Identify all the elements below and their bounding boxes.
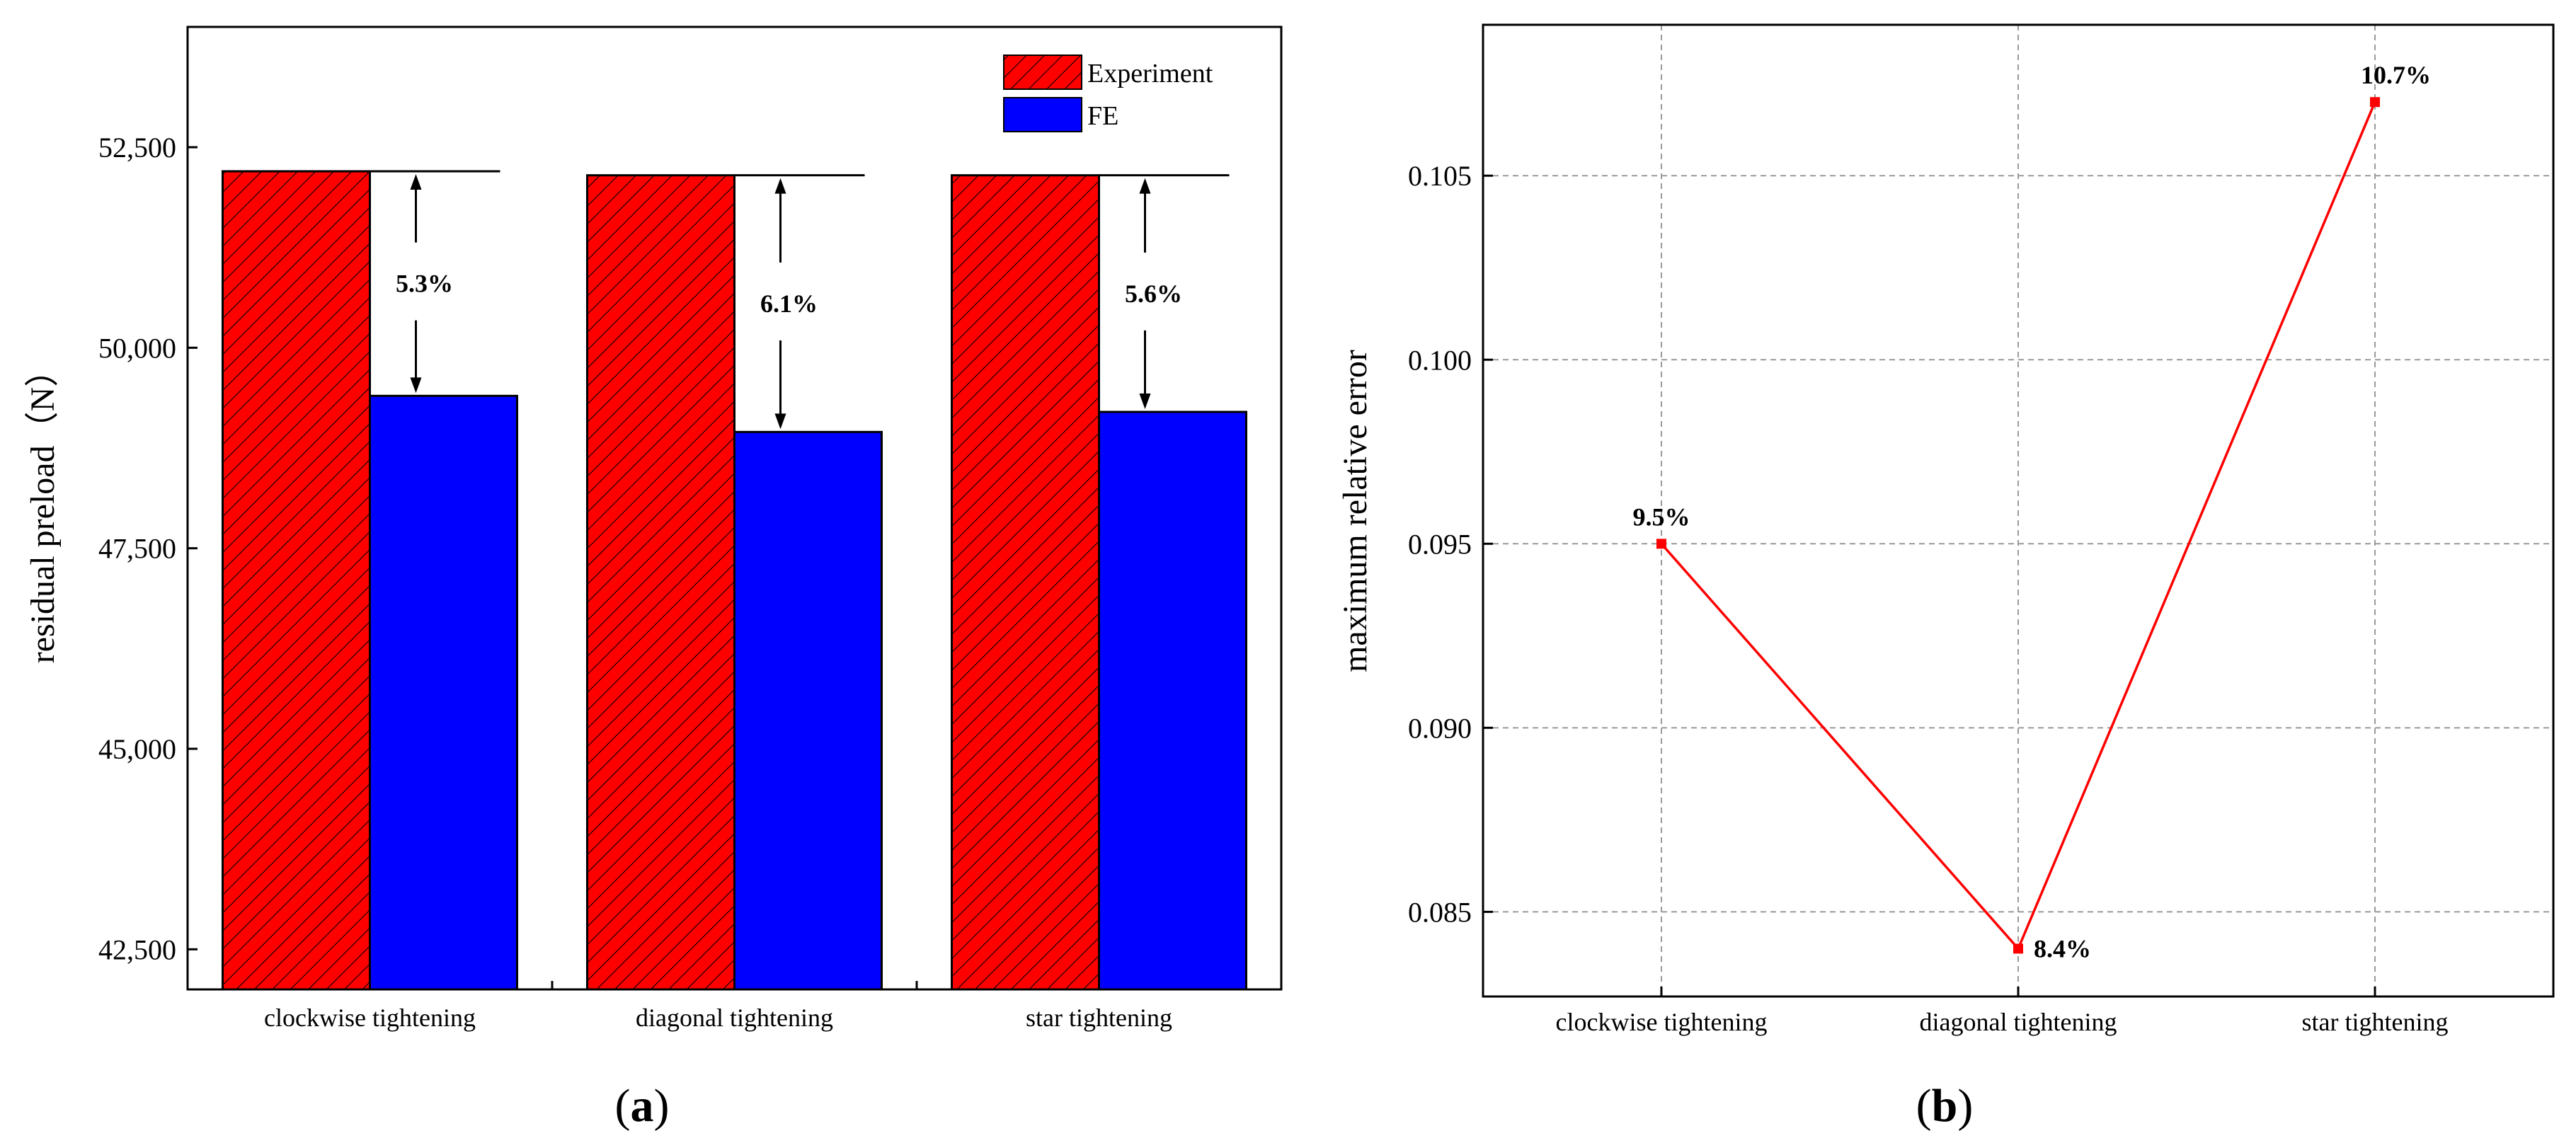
legend-label-experiment: Experiment (1087, 59, 1213, 88)
arrow-down-head (1139, 394, 1151, 409)
legend-swatch-experiment (1003, 54, 1082, 90)
x-tick-label: star tightening (1026, 1004, 1172, 1032)
y-tick-label: 50,000 (98, 332, 176, 364)
legend: Experiment FE (1003, 54, 1213, 132)
arrow-down-head (410, 377, 422, 394)
x-tick-label: diagonal tightening (636, 1004, 833, 1032)
arrow-up-head (410, 174, 422, 190)
panel-label-close-paren: ) (1957, 1080, 1973, 1132)
bar-experiment (951, 174, 1100, 991)
data-point (2370, 97, 2380, 108)
difference-label: 6.1% (760, 289, 818, 318)
difference-label: 5.3% (396, 270, 453, 298)
bar-experiment (222, 170, 371, 991)
panel-label-b: (b) (1916, 1080, 1974, 1132)
point-label: 9.5% (1633, 502, 1690, 531)
line-chart-panel: 0.085 0.090 0.095 0.100 0.105 clockwise tigh… (1336, 23, 2555, 1132)
panel-label-open-paren: ( (615, 1080, 631, 1132)
panel-label-open-paren: ( (1916, 1080, 1932, 1132)
arrow-up-head (1139, 178, 1151, 194)
panel-label-close-paren: ) (654, 1080, 670, 1132)
legend-label-fe: FE (1087, 101, 1118, 131)
y-axis-title: maximum relative error (1336, 350, 1374, 672)
y-tick-label: 47,500 (98, 533, 176, 565)
arrow-up-head (774, 178, 786, 194)
y-axis-title: residual preload（N） (24, 353, 62, 664)
x-tick-label: star tightening (2302, 1008, 2449, 1036)
data-point (2013, 943, 2023, 954)
y-tick-label: 52,500 (98, 132, 176, 163)
x-tick-label: clockwise tightening (264, 1004, 476, 1032)
bar-chart-panel: 42,500 45,000 47,500 50,000 52,500 clockwise… (24, 25, 1283, 1132)
bar-fe (369, 394, 518, 991)
y-tick-label: 0.090 (1408, 712, 1472, 744)
arrow-down-head (774, 413, 786, 430)
data-point (1656, 539, 1666, 549)
bar-fe (1098, 410, 1247, 991)
panel-label-letter: b (1932, 1080, 1958, 1132)
panel-label-letter: a (631, 1080, 654, 1132)
x-tick-label: diagonal tightening (1920, 1008, 2117, 1036)
y-tick-label: 45,000 (98, 733, 176, 765)
y-tick-label: 0.085 (1408, 896, 1472, 928)
y-tick-label: 42,500 (98, 934, 176, 965)
point-label: 8.4% (2034, 934, 2091, 963)
panel-label-a: (a) (615, 1080, 670, 1132)
difference-label: 5.6% (1125, 280, 1182, 308)
y-tick-label: 0.095 (1408, 528, 1472, 560)
point-label: 10.7% (2361, 61, 2431, 89)
x-tick-label: clockwise tightening (1556, 1008, 1768, 1036)
legend-swatch-fe (1003, 97, 1082, 132)
y-tick-label: 0.105 (1408, 160, 1472, 192)
y-tick-label: 0.100 (1408, 344, 1472, 376)
bar-experiment (586, 174, 735, 991)
bar-fe (733, 430, 883, 991)
